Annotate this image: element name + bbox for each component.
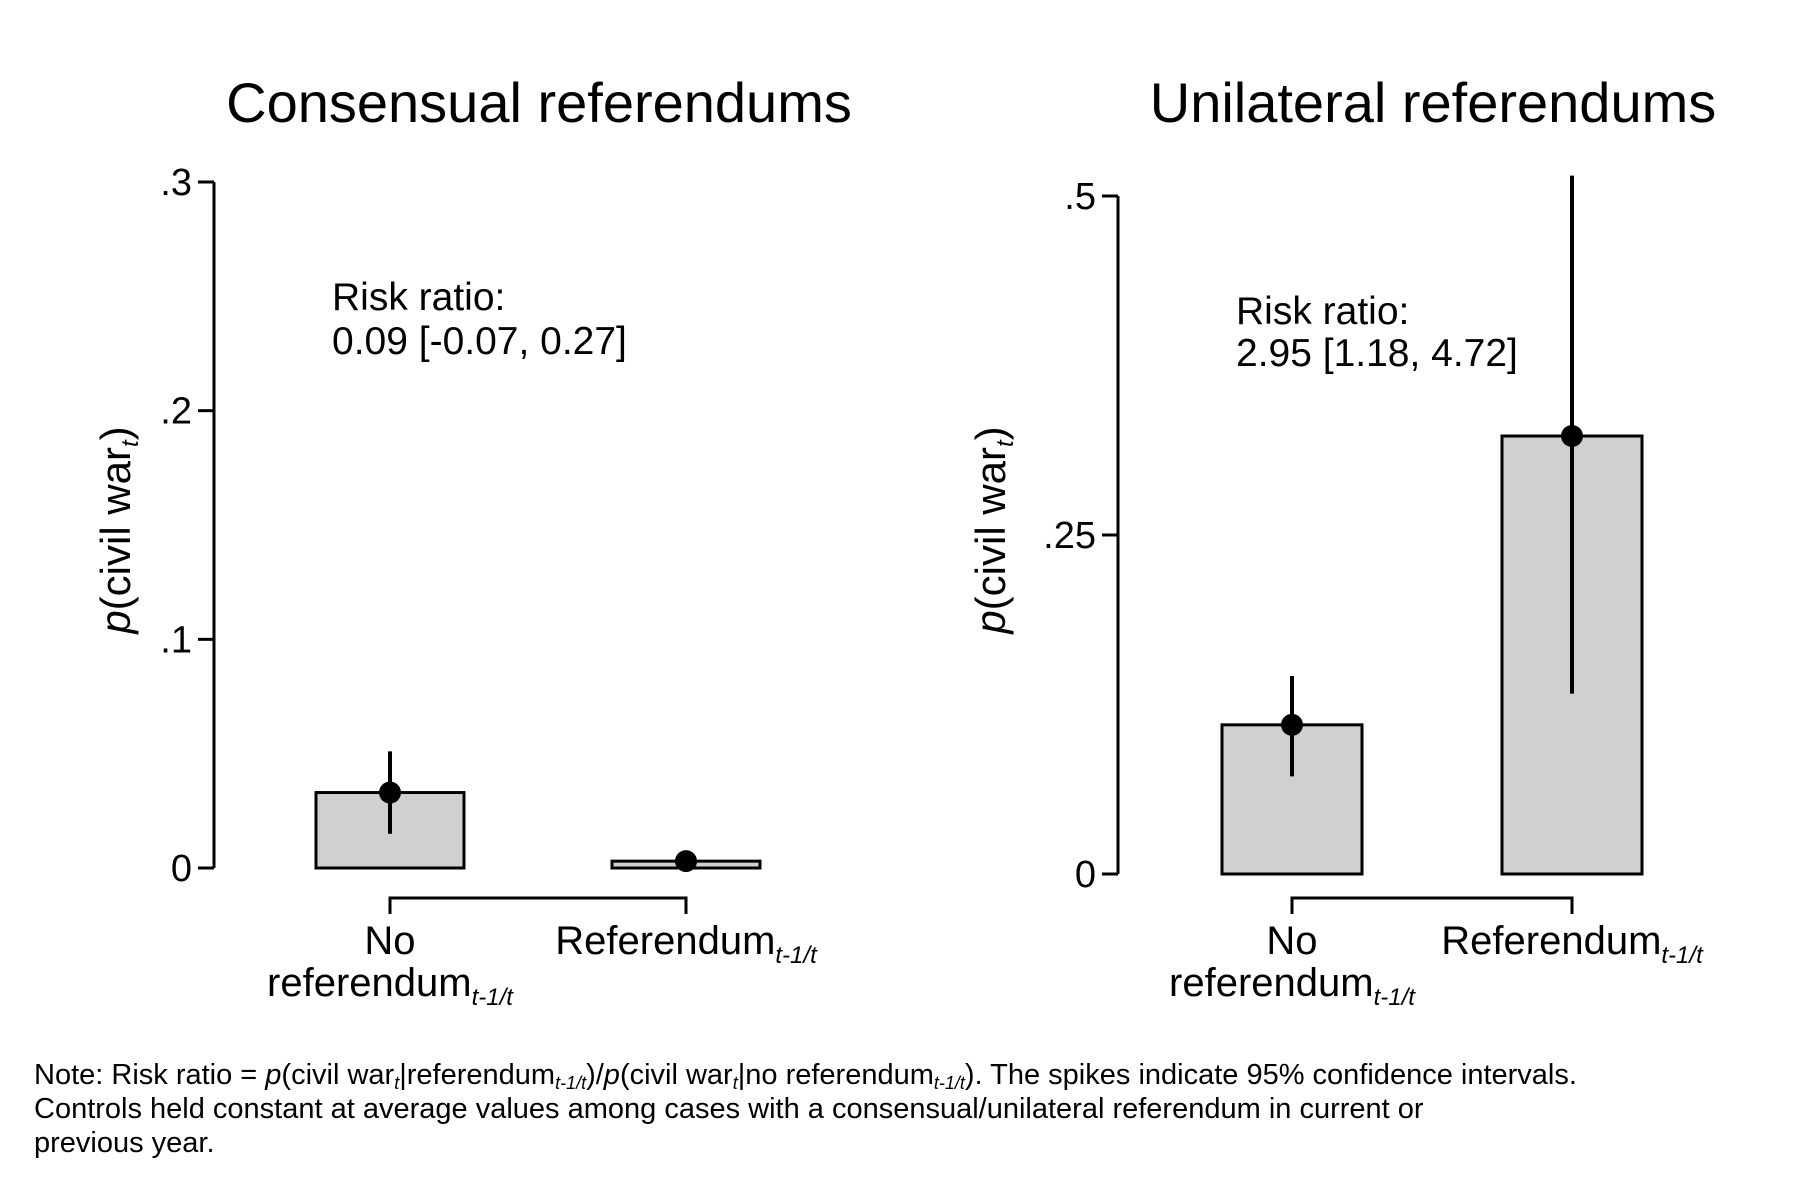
point-estimate	[1561, 425, 1583, 448]
panel-consensual: Consensual referendums 0 .1 .2 .3 p(civil war…	[92, 71, 852, 1011]
point-estimate	[1281, 713, 1303, 736]
x-tick-label: Referendumt-1/t	[1441, 919, 1704, 969]
note-line-3: previous year.	[34, 1127, 215, 1159]
x-tick-label: Referendumt-1/t	[555, 919, 818, 969]
x-axis-bracket	[1290, 896, 1574, 914]
y-tick-label: .5	[1064, 176, 1096, 218]
risk-ratio-annotation: 0.09 [-0.07, 0.27]	[332, 320, 627, 363]
y-tick-label: .2	[160, 391, 192, 433]
chart-title: Consensual referendums	[226, 71, 852, 134]
y-axis-title: p(civil wart)	[92, 426, 144, 635]
risk-ratio-annotation: Risk ratio:	[332, 276, 505, 319]
x-tick-label-line2: referendumt-1/t	[1169, 961, 1416, 1011]
note-line-2: Controls held constant at average values…	[34, 1093, 1424, 1125]
panel-unilateral: Unilateral referendums 0 .25 .5 p(civil wart…	[967, 71, 1716, 1011]
point-estimate	[675, 850, 697, 873]
x-tick-label: No	[1266, 919, 1317, 963]
x-axis-bracket	[388, 896, 688, 914]
y-tick-label: .1	[160, 619, 192, 661]
risk-ratio-annotation: Risk ratio:	[1236, 290, 1409, 333]
y-axis-title: p(civil wart)	[967, 426, 1019, 635]
x-tick-label: No	[364, 919, 415, 963]
figure-note: Note: Risk ratio = p(civil wart|referend…	[34, 1058, 1794, 1160]
y-tick-label: .25	[1043, 515, 1096, 557]
y-tick-label: .3	[160, 162, 192, 204]
point-estimate	[379, 781, 401, 804]
y-tick-label: 0	[1075, 854, 1096, 896]
chart-title: Unilateral referendums	[1150, 71, 1716, 134]
y-tick-label: 0	[171, 848, 192, 890]
note-line-1: Note: Risk ratio = p(civil wart|referend…	[34, 1059, 1577, 1093]
risk-ratio-annotation: 2.95 [1.18, 4.72]	[1236, 332, 1518, 375]
x-tick-label-line2: referendumt-1/t	[267, 961, 514, 1011]
